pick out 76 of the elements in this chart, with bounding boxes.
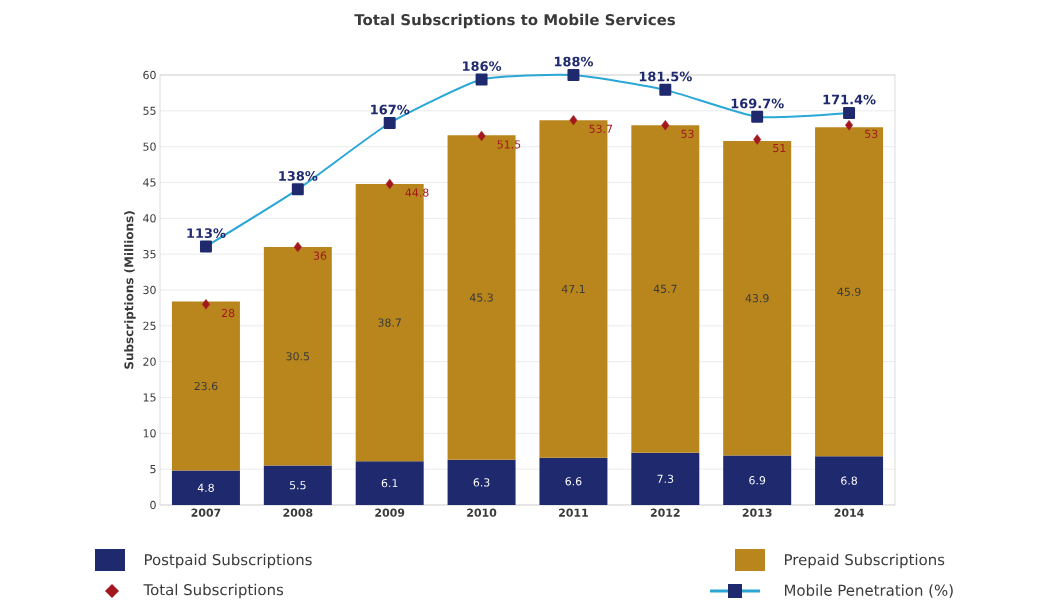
legend-label: Postpaid Subscriptions	[145, 553, 312, 569]
data-label: 138%	[279, 171, 318, 181]
chart-title: Total Subscriptions to Mobile Services	[354, 13, 675, 29]
data-label: 169.7%	[731, 98, 784, 109]
data-label: 30.5	[286, 352, 310, 361]
y-tick-label: 60	[143, 70, 156, 80]
x-tick-label: 2012	[650, 508, 680, 517]
x-tick-label: 2011	[559, 508, 588, 517]
bar	[355, 461, 424, 505]
bar	[171, 301, 240, 471]
y-tick-label: 20	[143, 357, 156, 366]
legend-label: Prepaid Subscriptions	[784, 553, 945, 569]
data-label: 4.8	[197, 483, 214, 492]
legend-label: Mobile Penetration (%)	[784, 584, 953, 598]
data-label: 45.7	[653, 284, 677, 293]
bar	[723, 140, 792, 456]
x-tick-label: 2010	[467, 508, 497, 517]
data-label: 53	[681, 129, 694, 138]
y-tick-label: 35	[143, 250, 156, 259]
data-label: 45.9	[837, 287, 861, 296]
point	[477, 130, 486, 142]
data-label: 45.3	[469, 293, 493, 302]
bar	[815, 127, 884, 457]
data-label: 5.5	[289, 481, 306, 490]
data-label: 113%	[187, 228, 226, 239]
data-label: 6.9	[749, 476, 766, 485]
point	[661, 119, 670, 131]
data-label: 38.7	[378, 318, 401, 327]
bar	[539, 457, 608, 505]
x-tick-label: 2014	[834, 508, 864, 517]
data-label: 47.1	[561, 284, 585, 293]
data-label: 6.3	[473, 478, 490, 487]
bar	[723, 455, 792, 505]
data-label: 6.6	[565, 477, 582, 486]
y-tick-label: 50	[143, 142, 156, 151]
data-label: 188%	[554, 56, 594, 67]
point	[202, 299, 210, 310]
bar	[631, 125, 700, 453]
data-label: 43.9	[745, 294, 769, 303]
y-tick-label: 5	[150, 465, 156, 474]
y-tick-label: 55	[143, 106, 156, 115]
y-tick-label: 0	[150, 500, 156, 510]
data-label: 28	[221, 308, 235, 318]
legend-label: Total Subscriptions	[143, 583, 284, 599]
data-label: 6.1	[381, 478, 398, 488]
bar	[263, 246, 332, 466]
y-tick-label: 30	[143, 285, 156, 295]
y-tick-label: 25	[143, 321, 156, 330]
bar	[447, 459, 516, 505]
point	[293, 241, 302, 253]
y-axis-title: Subscriptions (Millions)	[124, 211, 136, 369]
bar	[263, 465, 332, 505]
data-label: 171.4%	[823, 94, 876, 105]
data-label: 36	[313, 251, 327, 260]
data-label: 181.5%	[639, 71, 692, 82]
point	[569, 114, 578, 126]
point	[385, 178, 394, 190]
x-tick-label: 2008	[283, 508, 313, 517]
y-tick-label: 45	[143, 178, 156, 187]
data-label: 167%	[371, 104, 410, 115]
point	[753, 134, 762, 145]
x-tick-label: 2009	[375, 508, 405, 517]
y-tick-label: 10	[143, 429, 156, 438]
x-tick-label: 2007	[191, 508, 221, 517]
bar	[815, 456, 884, 505]
y-tick-label: 40	[143, 214, 156, 223]
data-label: 23.6	[194, 381, 218, 391]
x-tick-label: 2013	[742, 508, 772, 517]
bar	[171, 470, 240, 505]
y-tick-label: 15	[143, 393, 156, 402]
data-label: 6.8	[841, 476, 858, 485]
bar	[631, 452, 700, 505]
data-label: 51	[773, 144, 786, 153]
data-label: 7.3	[657, 474, 674, 483]
data-label: 186%	[463, 61, 502, 72]
data-label: 53	[865, 129, 878, 138]
